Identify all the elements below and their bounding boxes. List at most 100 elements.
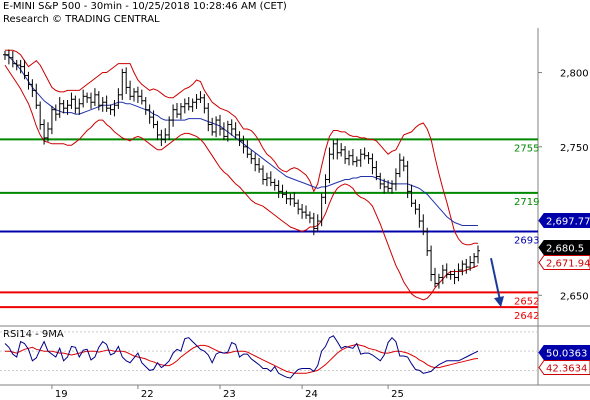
price-bar [46,122,50,142]
price-bar [350,149,355,166]
price-bar [331,140,336,160]
price-bar [362,147,367,160]
price-bar [81,89,86,108]
value-tag [538,240,590,255]
price-bar [143,97,148,115]
price-bar [319,193,324,227]
rsi-value-tag [538,345,590,360]
price-bar [198,91,203,103]
price-bar [393,168,398,191]
price-bar [460,260,465,276]
price-bar [132,88,136,102]
y-tick-label: 2,650 [560,291,589,302]
price-bar [61,100,66,114]
price-bar [182,98,187,114]
price-bar [116,88,121,109]
price-bar [3,51,7,60]
price-bar [401,156,406,172]
price-bar [147,104,152,124]
price-bar [53,104,58,121]
rsi-label: RSI14 - 9MA [3,329,64,340]
price-bar [397,153,402,178]
price-bar [276,180,281,199]
rsi-value-tag-label: 42.3634 [546,364,587,375]
price-bar [237,131,242,147]
price-bar [96,91,101,111]
price-bar [139,89,144,105]
price-bar [343,146,348,164]
price-bar [30,79,35,98]
price-bar [175,102,179,118]
x-tick-label: 24 [305,389,318,400]
value-tag-label: 2,697.77 [546,217,590,228]
price-bar [366,151,371,164]
rsi-ma-line [5,343,479,374]
price-bar [327,147,332,184]
y-tick-label: 2,800 [560,69,589,80]
price-bar [206,102,211,132]
y-tick-label: 2,750 [560,143,589,154]
price-bar [22,59,27,80]
price-bar [225,120,230,142]
price-bar [311,212,316,236]
level-label: 2719 [514,197,539,208]
price-bar [304,205,308,219]
level-label: 2755 [514,143,539,154]
price-bar [163,128,168,144]
price-bar [261,165,265,185]
price-bar [151,110,156,129]
value-tag [538,213,590,228]
price-bar [452,269,457,285]
price-bar [253,153,258,172]
price-bar [249,150,254,164]
price-bar [210,117,215,136]
price-bar [476,245,480,264]
chart-title: E-MINI S&P 500 - 30min - 10/25/2018 10:2… [3,1,287,12]
price-bar [284,190,289,204]
price-bar [323,174,328,204]
price-bar [42,119,47,145]
price-bar [178,102,183,120]
price-bar [159,129,164,147]
price-bar [6,49,11,65]
price-bar [390,180,394,194]
price-bar [202,94,207,114]
rsi-value-tag [538,360,590,375]
price-bar [229,119,234,136]
bollinger-lower-line [4,64,479,301]
price-bar [339,143,344,157]
price-bar [378,172,383,190]
value-tag-label: 2,680.5 [546,244,584,255]
price-bar [241,135,246,154]
price-bar [358,149,363,167]
price-bar [190,98,195,112]
rsi-line [4,335,479,379]
price-bar [405,160,410,199]
price-bar [409,184,414,207]
price-bar [456,263,461,282]
price-bar [296,199,301,215]
price-bar [382,178,387,194]
price-bar [292,192,297,207]
forecast-arrow [490,257,501,301]
price-bar [421,214,426,236]
price-bar [264,172,269,187]
x-tick-label: 23 [223,389,236,400]
price-bar [100,97,105,112]
price-bar [10,51,15,68]
price-bar [34,83,39,109]
price-bar [433,267,437,288]
value-tag-label: 2,671.94 [546,259,590,270]
price-bar [108,104,113,115]
price-bar [448,270,453,280]
price-bar [245,140,250,158]
price-bar [171,104,176,127]
price-bar [49,105,54,135]
price-bar [218,114,222,136]
price-bar [135,86,140,103]
price-bar [468,255,473,271]
price-bar [315,214,320,233]
price-bar [374,160,379,181]
price-bar [92,88,97,106]
